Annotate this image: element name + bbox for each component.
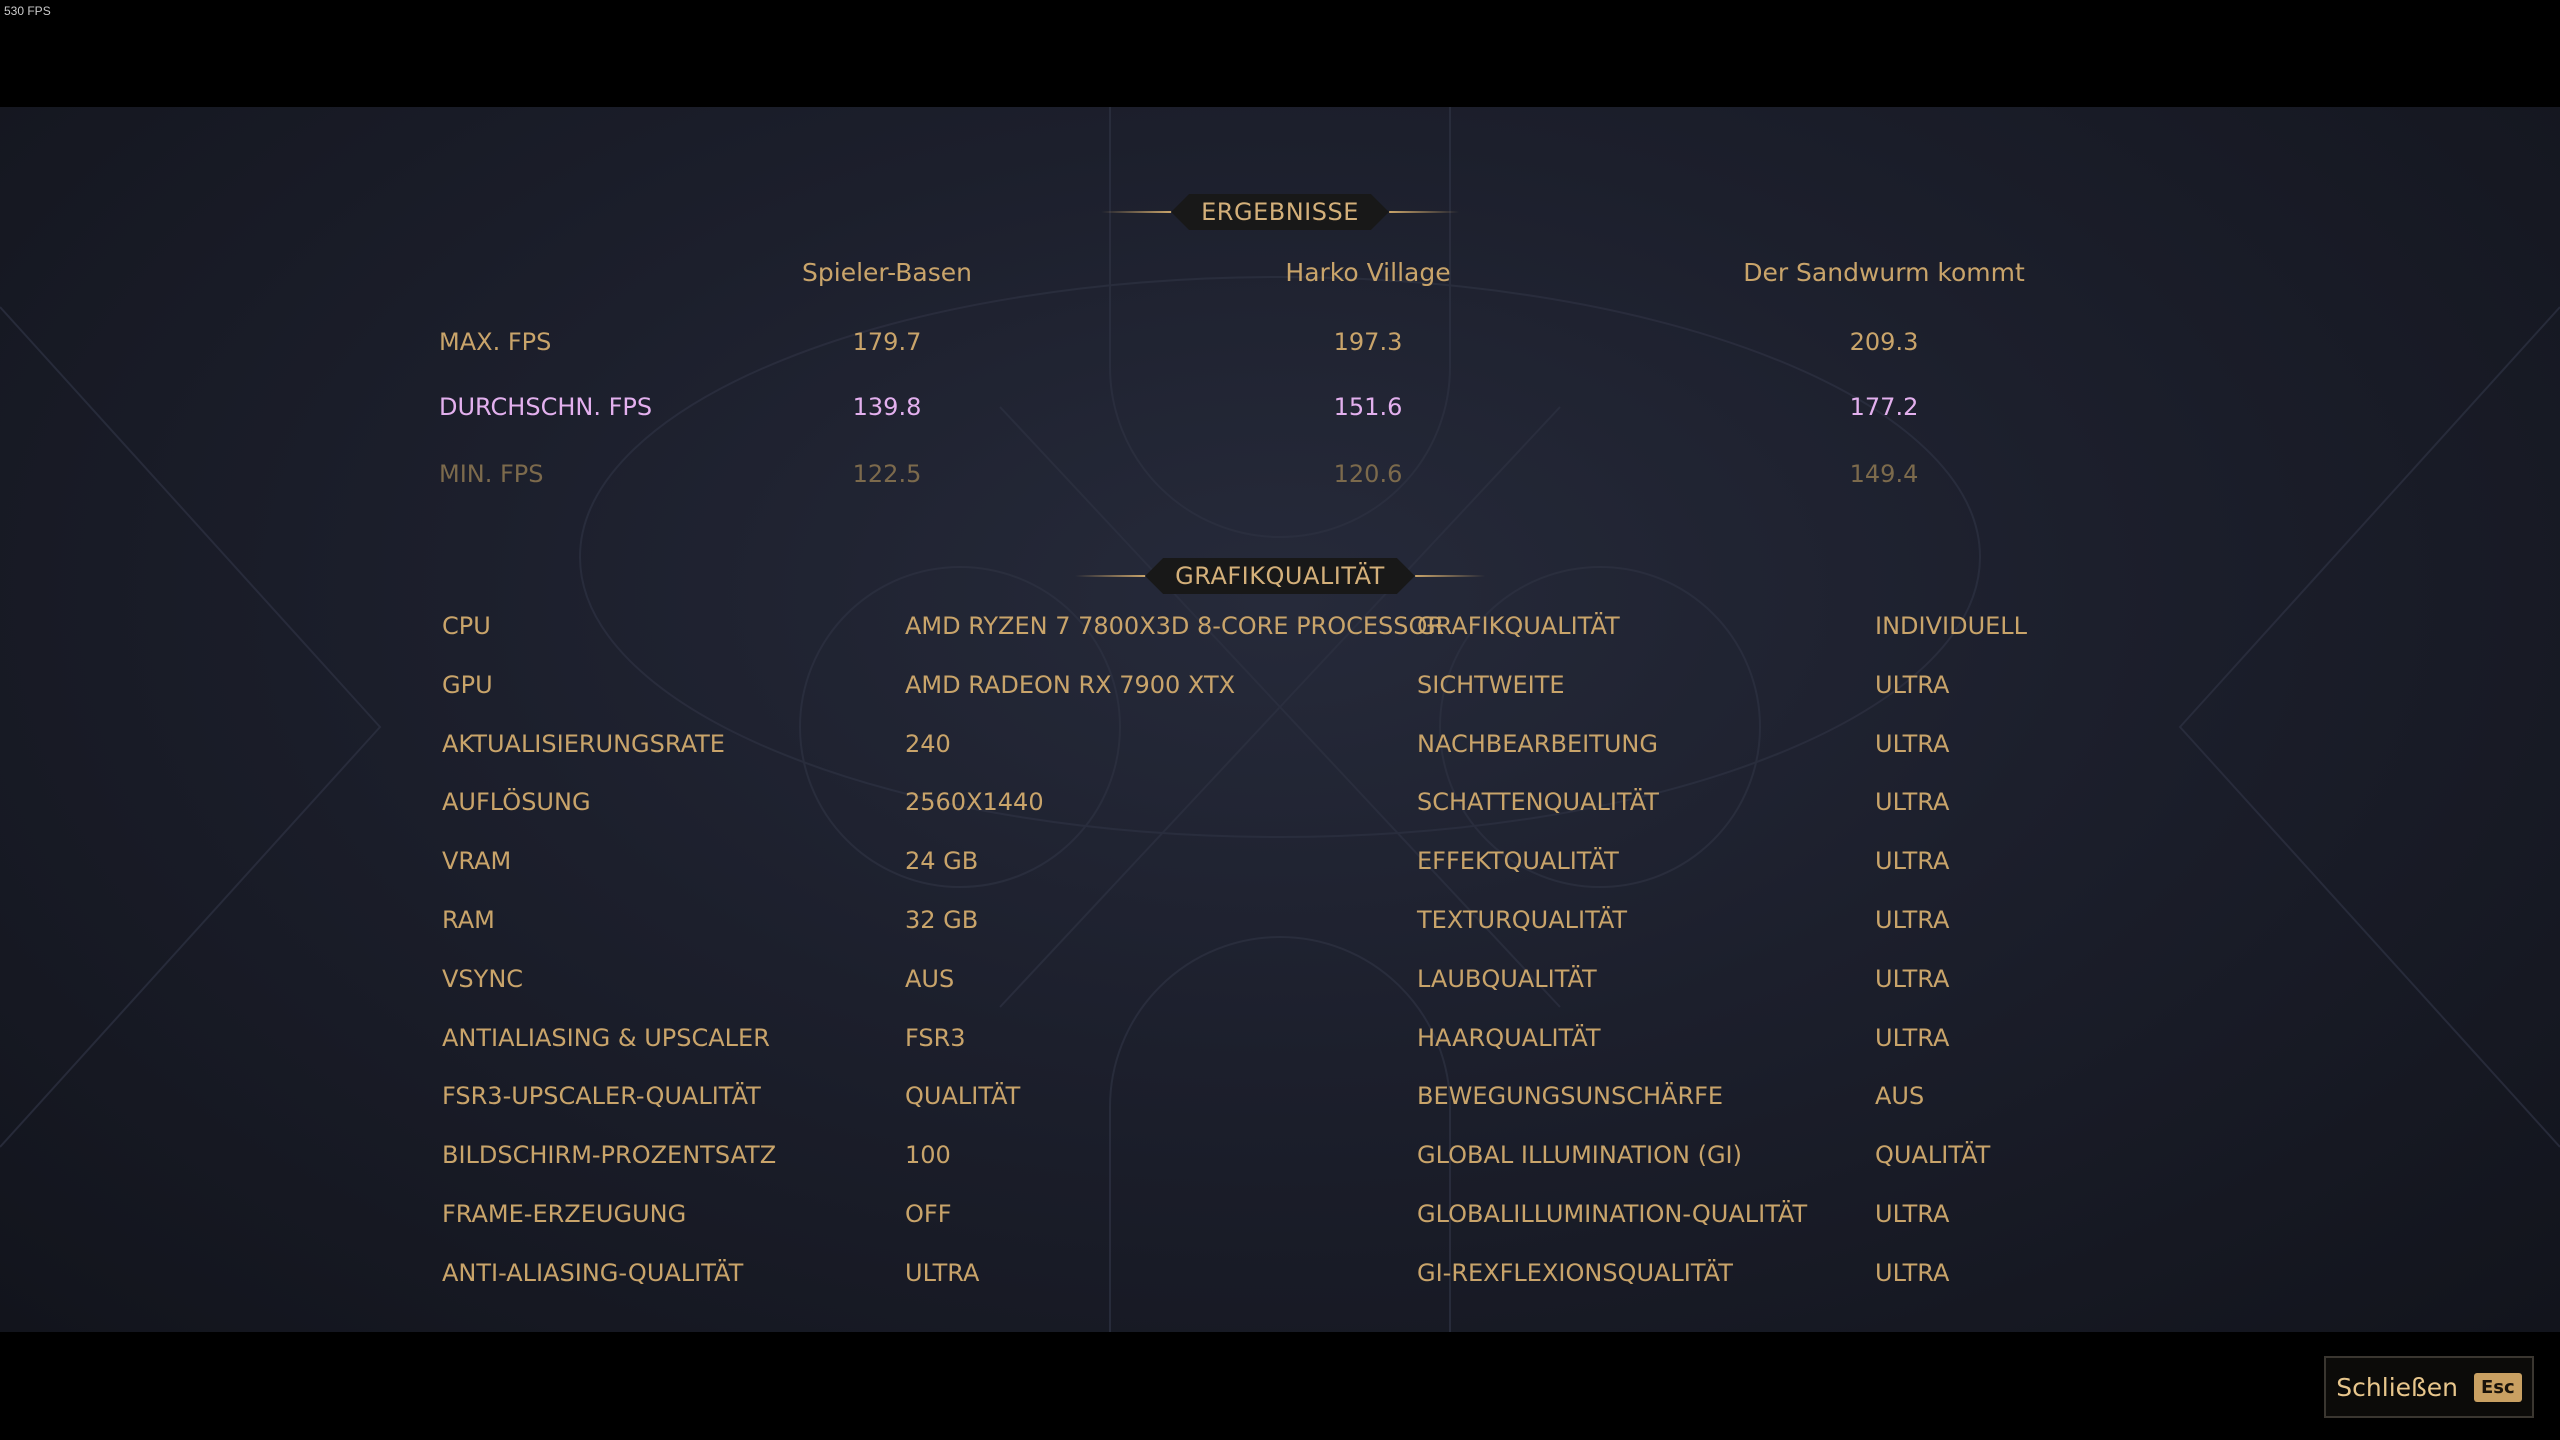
setting-label: SCHATTENQUALITÄT [1417, 788, 1659, 817]
setting-value: ULTRA [1875, 788, 1950, 817]
graphics-banner: GRAFIKQUALITÄT [1075, 558, 1485, 594]
metric-label: MIN. FPS [439, 460, 544, 488]
setting-label: LAUBQUALITÄT [1417, 964, 1597, 993]
setting-label: AUFLÖSUNG [442, 788, 591, 817]
metric-value: 197.3 [1333, 328, 1403, 356]
setting-value: ULTRA [1875, 729, 1950, 758]
setting-value: INDIVIDUELL [1875, 612, 2028, 640]
setting-value: ULTRA [1875, 670, 1950, 699]
benchmark-results-panel: ERGEBNISSE Spieler-Basen Harko Village Der… [0, 107, 2560, 1332]
setting-label: ANTIALIASING & UPSCALER [442, 1023, 770, 1052]
metric-value: 149.4 [1849, 460, 1919, 488]
setting-label: VRAM [442, 847, 512, 876]
setting-label: TEXTURQUALITÄT [1417, 906, 1628, 934]
setting-label: AKTUALISIERUNGSRATE [442, 729, 725, 758]
fps-counter: 530 FPS [4, 4, 51, 18]
setting-value: ULTRA [1875, 1023, 1950, 1052]
metric-value: 209.3 [1849, 328, 1919, 356]
setting-value: ULTRA [1875, 847, 1950, 876]
setting-value: AMD RYZEN 7 7800X3D 8-CORE PROCESSOR [905, 612, 1445, 640]
map-column-header: Der Sandwurm kommt [1743, 258, 2025, 287]
background-ornament [0, 107, 2560, 1332]
setting-value: OFF [905, 1200, 952, 1228]
graphics-title: GRAFIKQUALITÄT [1175, 562, 1385, 590]
esc-key-hint: Esc [2474, 1372, 2522, 1402]
metric-value: 151.6 [1333, 393, 1403, 421]
setting-value: ULTRA [1875, 1200, 1950, 1228]
setting-label: FSR3-UPSCALER-QUALITÄT [442, 1082, 761, 1111]
setting-value: FSR3 [905, 1023, 966, 1052]
setting-label: GPU [442, 670, 493, 699]
setting-label: GLOBAL ILLUMINATION (GI) [1417, 1141, 1742, 1170]
metric-value: 139.8 [852, 393, 922, 421]
setting-label: RAM [442, 906, 495, 934]
setting-value: ULTRA [1875, 906, 1950, 934]
setting-value: AUS [905, 964, 955, 993]
metric-value: 122.5 [852, 460, 922, 488]
setting-label: VSYNC [442, 964, 524, 993]
setting-label: BEWEGUNGSUNSCHÄRFE [1417, 1082, 1724, 1111]
setting-value: 24 GB [905, 847, 979, 876]
metric-value: 177.2 [1849, 393, 1919, 421]
setting-value: QUALITÄT [905, 1082, 1021, 1111]
setting-value: 2560X1440 [905, 788, 1044, 817]
map-column-header: Harko Village [1285, 258, 1451, 287]
setting-value: 100 [905, 1141, 951, 1170]
setting-label: GI-REXFLEXIONSQUALITÄT [1417, 1258, 1733, 1287]
setting-value: ULTRA [1875, 964, 1950, 993]
metric-label: DURCHSCHN. FPS [439, 393, 653, 421]
map-column-header: Spieler-Basen [802, 258, 972, 287]
setting-label: FRAME-ERZEUGUNG [442, 1200, 687, 1228]
setting-label: HAARQUALITÄT [1417, 1023, 1601, 1052]
setting-value: 32 GB [905, 906, 979, 934]
setting-value: 240 [905, 729, 951, 758]
setting-value: QUALITÄT [1875, 1141, 1991, 1170]
setting-label: CPU [442, 612, 491, 640]
results-banner: ERGEBNISSE [1101, 194, 1459, 230]
setting-value: AUS [1875, 1082, 1925, 1111]
close-label: Schließen [2336, 1372, 2459, 1402]
metric-value: 120.6 [1333, 460, 1403, 488]
setting-label: BILDSCHIRM-PROZENTSATZ [442, 1141, 777, 1170]
setting-value: ULTRA [1875, 1258, 1950, 1287]
results-title: ERGEBNISSE [1201, 198, 1359, 226]
setting-value: ULTRA [905, 1258, 980, 1287]
setting-label: GLOBALILLUMINATION-QUALITÄT [1417, 1200, 1808, 1228]
metric-value: 179.7 [852, 328, 922, 356]
setting-label: SICHTWEITE [1417, 670, 1565, 699]
setting-value: AMD RADEON RX 7900 XTX [905, 670, 1236, 699]
setting-label: NACHBEARBEITUNG [1417, 729, 1658, 758]
metric-label: MAX. FPS [439, 328, 552, 356]
close-button[interactable]: Schließen Esc [2324, 1356, 2534, 1418]
setting-label: GRAFIKQUALITÄT [1417, 612, 1620, 640]
setting-label: ANTI-ALIASING-QUALITÄT [442, 1258, 744, 1287]
setting-label: EFFEKTQUALITÄT [1417, 847, 1619, 876]
